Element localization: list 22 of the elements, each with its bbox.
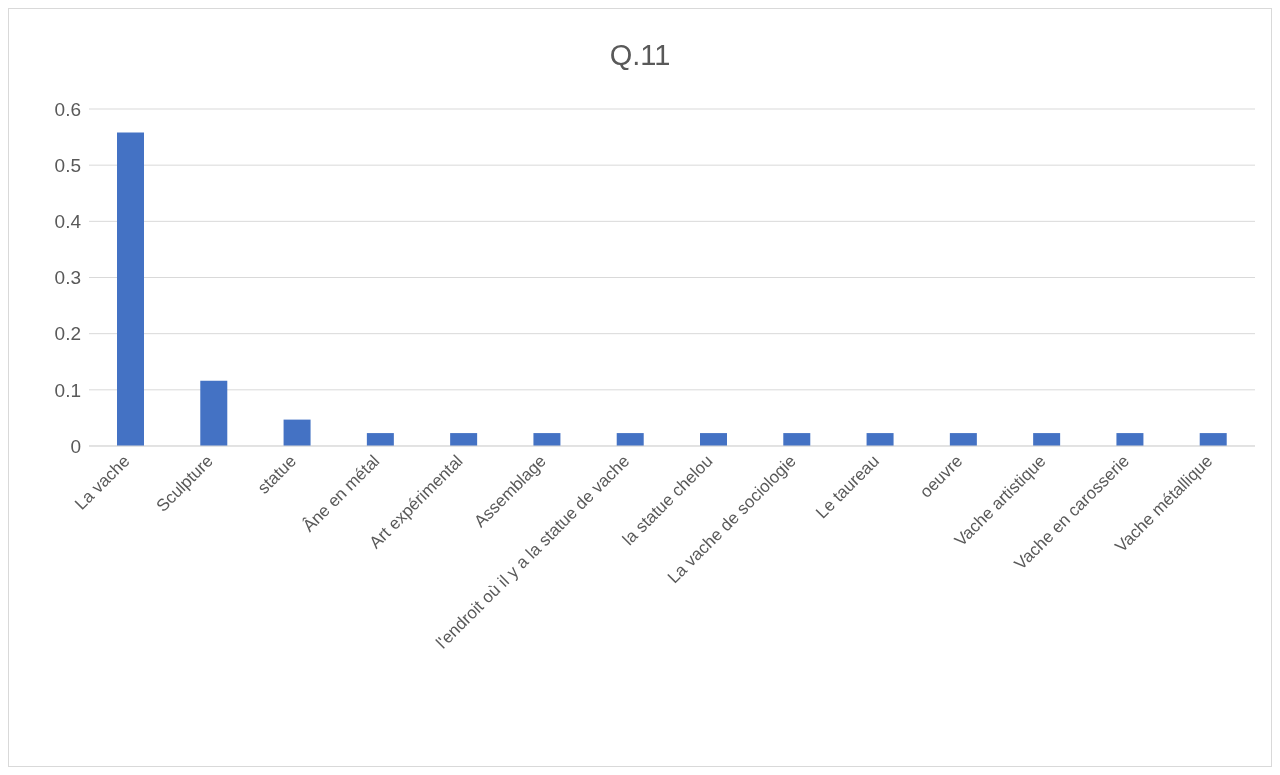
bar bbox=[117, 132, 144, 446]
y-tick-label: 0.1 bbox=[54, 379, 81, 401]
y-tick-label: 0.5 bbox=[54, 154, 81, 176]
bar bbox=[366, 433, 394, 446]
bar bbox=[1033, 433, 1061, 446]
bar bbox=[616, 433, 644, 446]
bar bbox=[533, 433, 561, 446]
y-tick-label: 0 bbox=[70, 435, 81, 457]
chart-title: Q.11 bbox=[608, 38, 672, 73]
bar bbox=[700, 433, 727, 446]
bar bbox=[1116, 433, 1144, 446]
bar bbox=[949, 433, 977, 446]
y-tick-label: 0.3 bbox=[54, 267, 81, 289]
bar bbox=[866, 433, 894, 446]
bar bbox=[783, 433, 811, 446]
bar bbox=[450, 433, 478, 446]
bar bbox=[1199, 433, 1227, 446]
bar bbox=[200, 380, 228, 446]
y-tick-label: 0.4 bbox=[54, 211, 82, 233]
y-tick-label: 0.2 bbox=[54, 323, 81, 345]
bar bbox=[283, 419, 311, 446]
y-tick-label: 0.6 bbox=[54, 98, 81, 120]
